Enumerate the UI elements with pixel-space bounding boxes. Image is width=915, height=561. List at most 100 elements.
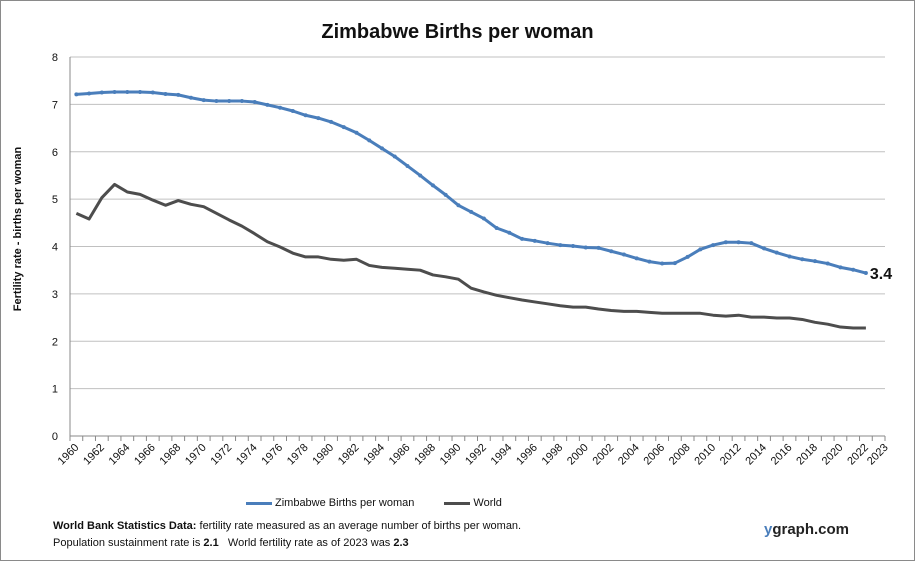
data-point (379, 146, 384, 151)
x-tick-label: 1964 (107, 442, 133, 468)
footnote: World Bank Statistics Data: fertility ra… (53, 518, 521, 552)
x-tick-label: 1996 (514, 442, 540, 468)
x-tick-label: 1970 (183, 442, 209, 468)
sustainment-value: 2.1 (203, 537, 219, 549)
legend-item-zimbabwe: Zimbabwe Births per woman (246, 497, 414, 509)
x-tick-label: 1988 (412, 442, 438, 468)
y-tick-label: 5 (52, 194, 58, 206)
data-point (660, 261, 665, 266)
data-point (609, 249, 614, 254)
series-line-zimbabwe (76, 90, 867, 275)
data-point (87, 91, 92, 96)
data-point (672, 261, 677, 266)
x-tick-label: 1962 (81, 442, 107, 468)
data-point (443, 192, 448, 197)
data-point (303, 113, 308, 118)
y-tick-label: 2 (52, 336, 58, 348)
data-point (851, 267, 856, 272)
x-tick-label: 1990 (438, 442, 464, 468)
data-point (99, 90, 104, 95)
x-tick-label: 2006 (641, 442, 667, 468)
data-point (138, 90, 143, 95)
sustainment-text: Population sustainment rate is (53, 537, 204, 549)
data-point (532, 238, 537, 243)
world-rate-text: World fertility rate as of 2023 was (218, 537, 394, 549)
x-tick-label: 2012 (718, 442, 744, 468)
x-tick-label: 1992 (463, 442, 489, 468)
data-point (621, 252, 626, 257)
data-point (252, 100, 257, 105)
data-point (163, 91, 168, 96)
x-tick-label: 1986 (387, 442, 413, 468)
world-rate-value: 2.3 (393, 537, 409, 549)
series-line-world (75, 182, 866, 330)
data-point (265, 102, 270, 107)
x-tick-label: 2016 (769, 442, 795, 468)
data-point (278, 105, 283, 110)
data-point (787, 254, 792, 259)
data-point (354, 130, 359, 135)
x-tick-label: 1980 (310, 442, 336, 468)
data-point (634, 256, 639, 261)
source-text: fertility rate measured as an average nu… (196, 520, 522, 532)
data-point (214, 99, 219, 104)
y-tick-label: 0 (52, 431, 58, 443)
x-tick-label: 2014 (743, 442, 769, 468)
data-point (329, 119, 334, 124)
data-point (520, 236, 525, 241)
source-label: World Bank Statistics Data: (53, 520, 197, 532)
data-point (685, 254, 690, 259)
data-point (723, 240, 728, 245)
data-point (188, 95, 193, 100)
x-tick-label: 1960 (56, 442, 82, 468)
data-point (176, 92, 181, 97)
data-point (74, 92, 79, 97)
data-point (825, 261, 830, 266)
data-point (227, 99, 232, 104)
x-tick-label: 1972 (209, 442, 235, 468)
data-point (367, 138, 372, 143)
legend-swatch-zimbabwe (246, 501, 272, 505)
x-tick-label: 1978 (285, 442, 311, 468)
x-tick-label: 2002 (591, 442, 617, 468)
data-point (558, 243, 563, 248)
data-point (838, 265, 843, 270)
data-point (201, 98, 206, 103)
data-point (481, 216, 486, 221)
x-tick-label: 1994 (489, 442, 515, 468)
data-point (698, 247, 703, 252)
legend-label-zimbabwe: Zimbabwe Births per woman (275, 497, 415, 509)
legend-label-world: World (473, 497, 502, 509)
brand-rest: graph.com (772, 521, 850, 538)
end-value-label: 3.4 (870, 266, 892, 283)
data-point (800, 257, 805, 262)
data-point (494, 226, 499, 231)
data-point (812, 259, 817, 264)
data-point (762, 246, 767, 251)
data-point (571, 244, 576, 249)
data-point (125, 90, 130, 95)
data-point (316, 116, 321, 121)
y-tick-label: 7 (52, 99, 58, 111)
data-point (736, 240, 741, 245)
x-tick-label: 2022 (845, 442, 871, 468)
data-point (456, 203, 461, 208)
y-tick-label: 8 (52, 52, 58, 64)
chart-title: Zimbabwe Births per woman (321, 21, 594, 43)
legend: Zimbabwe Births per woman World (246, 497, 502, 509)
data-point (150, 90, 155, 95)
data-point (507, 230, 512, 235)
brand-logo: ygraph.com (764, 521, 849, 538)
data-point (418, 173, 423, 178)
data-point (405, 163, 410, 168)
y-tick-label: 3 (52, 289, 58, 301)
x-tick-label: 2004 (616, 442, 642, 468)
data-point (583, 245, 588, 250)
data-point (711, 243, 716, 248)
x-tick-label: 1976 (259, 442, 285, 468)
data-point (290, 109, 295, 114)
legend-item-world: World (444, 497, 502, 509)
x-tick-label: 1998 (540, 442, 566, 468)
